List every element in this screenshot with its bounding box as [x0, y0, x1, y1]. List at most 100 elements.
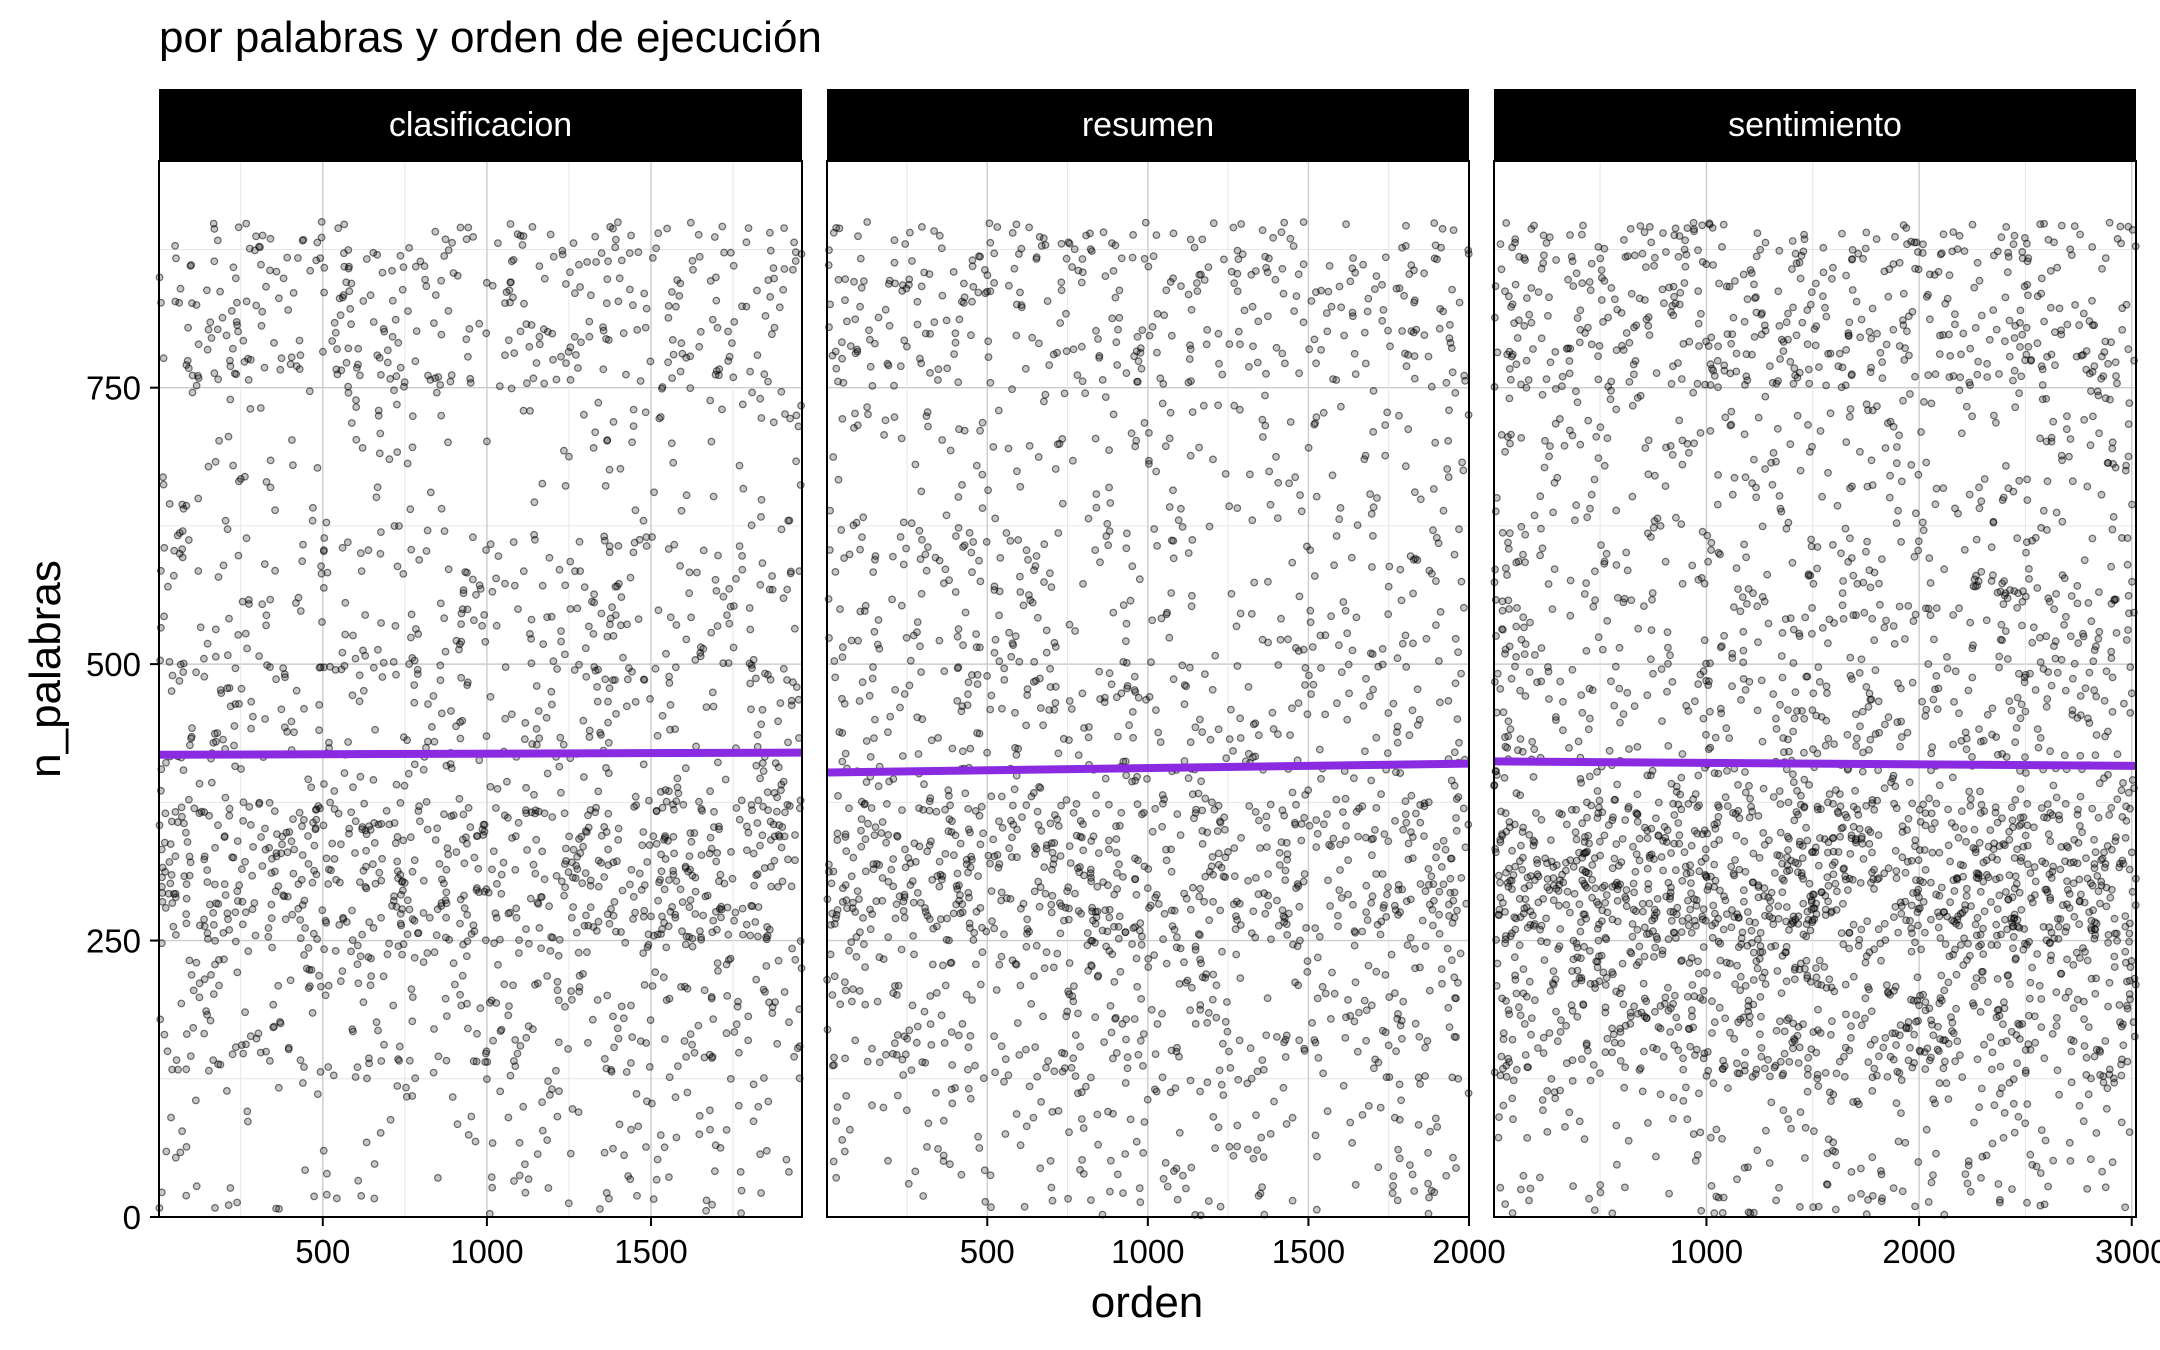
data-point [1317, 664, 1325, 672]
data-point [1571, 828, 1580, 837]
data-point [838, 643, 847, 652]
data-point [171, 931, 180, 939]
data-point [707, 437, 716, 446]
data-point [1397, 1096, 1405, 1105]
data-point [2031, 877, 2040, 886]
data-point [233, 1198, 242, 1207]
data-point [978, 504, 987, 513]
data-point [1825, 790, 1834, 798]
data-point [342, 358, 351, 367]
data-point [1029, 789, 1038, 797]
data-point [871, 339, 879, 348]
data-point [1019, 899, 1028, 908]
data-point [1123, 684, 1131, 693]
data-point [1058, 499, 1067, 508]
data-point [1449, 1153, 1457, 1162]
data-point [580, 773, 588, 781]
data-point [1505, 365, 1514, 373]
data-point [1053, 815, 1062, 824]
data-point [1233, 1142, 1241, 1151]
data-point [360, 799, 369, 808]
data-point [1986, 898, 1995, 906]
data-point [682, 1052, 690, 1061]
data-point [1582, 647, 1591, 655]
data-point [756, 774, 764, 783]
data-point [393, 400, 401, 409]
data-point [1186, 235, 1195, 244]
data-point [166, 879, 175, 888]
data-point [187, 971, 196, 979]
data-point [1029, 678, 1038, 686]
data-point [658, 803, 667, 812]
data-point [503, 777, 511, 786]
data-point [1524, 1063, 1532, 1072]
data-point [1187, 602, 1196, 611]
data-point [452, 848, 461, 856]
data-point [1841, 980, 1850, 989]
data-point [899, 907, 908, 915]
data-point [1254, 731, 1263, 740]
data-point [1127, 429, 1136, 438]
data-point [537, 944, 545, 953]
data-point [184, 536, 193, 544]
data-point [1395, 1080, 1404, 1089]
data-point [831, 673, 840, 682]
data-point [1438, 979, 1446, 988]
data-point [865, 326, 873, 335]
data-point [1065, 842, 1074, 850]
data-point [393, 857, 402, 866]
data-point [942, 935, 951, 944]
data-point [1200, 276, 1209, 284]
data-point [1635, 942, 1644, 951]
data-point [518, 241, 527, 249]
data-point [1198, 728, 1207, 736]
data-point [830, 972, 839, 981]
data-point [1087, 877, 1096, 886]
data-point [1784, 1115, 1792, 1124]
data-point [308, 516, 317, 525]
data-point [1398, 639, 1407, 648]
data-point [1121, 1079, 1130, 1087]
data-point [515, 936, 523, 944]
data-point [631, 792, 640, 801]
data-point [1713, 356, 1722, 365]
data-point [1114, 325, 1122, 334]
data-point [934, 376, 942, 384]
data-point [896, 533, 905, 541]
data-point [1454, 1074, 1463, 1083]
data-point [237, 684, 246, 693]
data-point [385, 939, 394, 948]
data-point [165, 500, 174, 508]
data-point [1696, 429, 1705, 437]
data-point [1790, 714, 1799, 723]
data-point [983, 672, 991, 680]
data-point [954, 524, 963, 532]
data-point [404, 307, 412, 316]
data-point [557, 788, 565, 797]
data-point [345, 824, 354, 833]
data-point [1281, 1053, 1290, 1061]
data-point [1221, 470, 1230, 478]
data-point [1439, 307, 1447, 316]
data-point [935, 882, 944, 891]
data-point [1776, 700, 1784, 709]
data-point [1813, 980, 1822, 989]
data-point [182, 501, 191, 510]
data-point [561, 650, 569, 659]
data-point [828, 1061, 837, 1070]
data-point [1877, 555, 1886, 563]
data-point [761, 312, 770, 320]
data-point [1625, 338, 1634, 347]
data-point [559, 740, 568, 749]
data-point [1973, 913, 1982, 922]
data-point [702, 703, 711, 711]
data-point [463, 911, 472, 919]
data-point [757, 720, 766, 729]
data-point [2105, 978, 2114, 987]
data-point [1630, 251, 1639, 260]
data-point [2073, 599, 2082, 608]
data-point [203, 878, 212, 886]
data-point [1728, 490, 1737, 499]
data-point [440, 527, 449, 535]
data-point [362, 255, 371, 263]
